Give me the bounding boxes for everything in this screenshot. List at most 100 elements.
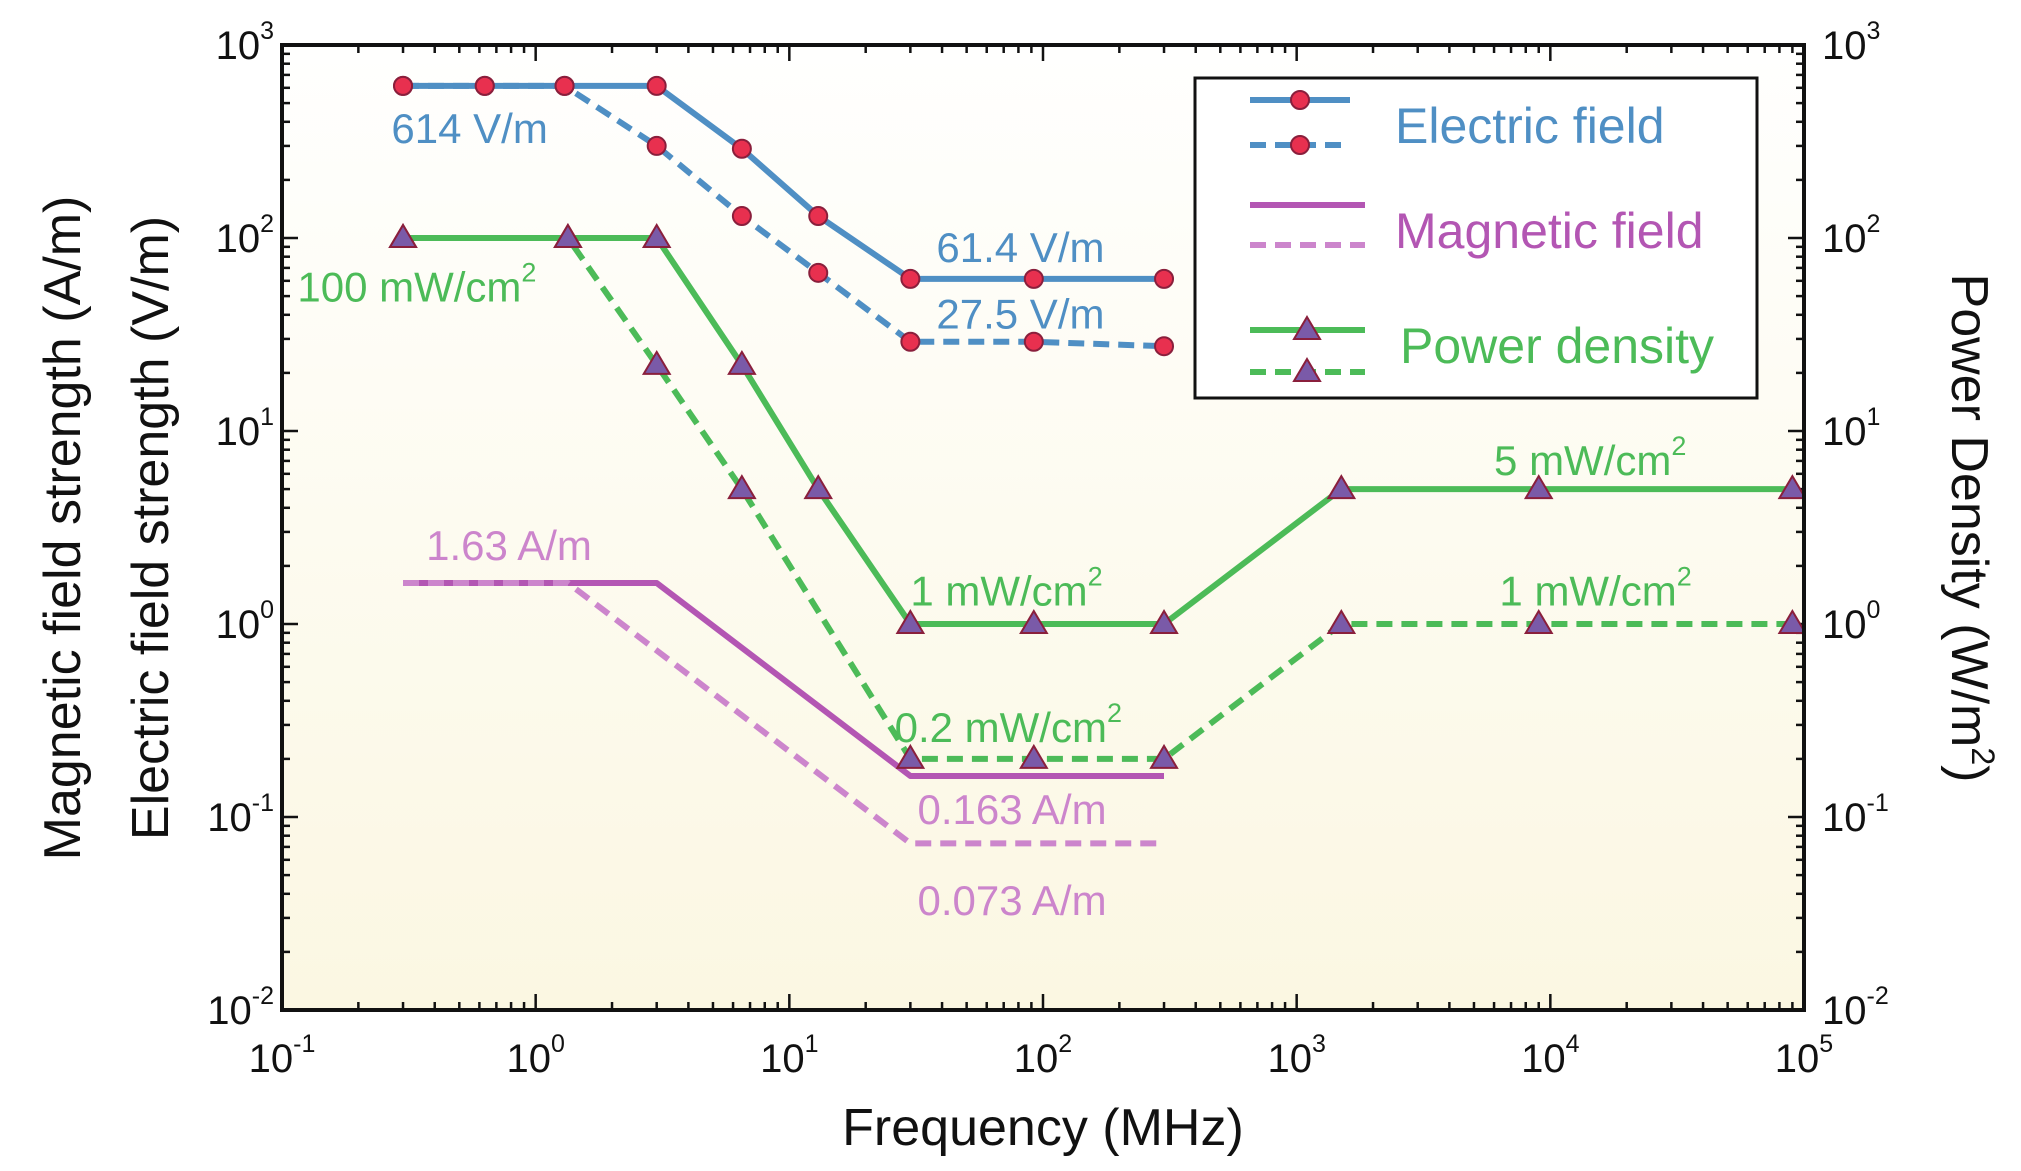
legend-entry-power-density: Power density	[1250, 315, 1714, 382]
legend-box	[1193, 76, 1759, 400]
y-tick-label-right: 102	[1822, 210, 1880, 261]
x-tick-label-exp: 4	[1566, 1030, 1580, 1058]
x-tick-label-exp: -1	[293, 1030, 315, 1058]
legend-power-solid-marker	[1292, 315, 1322, 340]
electric-dashed-marker	[1023, 331, 1044, 352]
annotation-text: 0.073 A/m	[917, 877, 1106, 924]
x-tick-label-base: 10	[1775, 1037, 1820, 1081]
y-tick-label-left-base: 10	[216, 24, 261, 68]
power-dashed-marker	[388, 223, 418, 248]
annotation-text: 100 mW/cm	[297, 263, 521, 310]
y-tick-label-left: 10-2	[207, 982, 274, 1033]
y-tick-label-right-base: 10	[1822, 410, 1867, 454]
legend-magnetic-field-label: Magnetic field	[1395, 203, 1704, 259]
annotation-label: 27.5 V/m	[936, 290, 1104, 337]
power-solid-marker	[1019, 609, 1049, 634]
power-dashed-marker	[641, 349, 672, 375]
electric-solid-marker	[1154, 268, 1175, 289]
annotation-text: 1 mW/cm	[910, 567, 1087, 614]
series-layer	[388, 75, 1804, 847]
y-tick-label-left: 102	[216, 210, 274, 261]
electric-dashed-marker	[646, 135, 667, 156]
x-tick-label-exp: 2	[1058, 1030, 1072, 1058]
x-axis-label: Frequency (MHz)	[842, 1099, 1244, 1157]
legend-electric-dashed-marker	[1290, 135, 1310, 155]
annotation-label: 1.63 A/m	[426, 522, 592, 569]
y-tick-label-right: 100	[1822, 596, 1880, 647]
x-tick-label-base: 10	[1014, 1037, 1059, 1081]
plot-frame	[280, 43, 1806, 1012]
x-tick-label-exp: 5	[1819, 1030, 1833, 1058]
power-dashed-marker	[1523, 609, 1554, 634]
y-tick-label-right: 10-1	[1822, 789, 1889, 840]
legend-electric-solid-marker	[1290, 90, 1310, 110]
y-tick-label-right: 10-2	[1822, 982, 1889, 1033]
electric-dashed-marker	[808, 262, 829, 283]
x-tick-label-base: 10	[506, 1037, 551, 1081]
y-axis-label-power-density-close: )	[1940, 765, 1998, 782]
annotation-sup: 2	[1107, 698, 1122, 728]
y-tick-label-left-base: 10	[216, 603, 261, 647]
annotation-text: 1.63 A/m	[426, 522, 592, 569]
x-tick-label-exp: 1	[805, 1030, 819, 1058]
electric-solid-marker	[731, 138, 752, 159]
y-tick-label-right: 103	[1822, 17, 1880, 68]
y-tick-label-right-exp: 2	[1867, 210, 1881, 238]
legend-entry-electric-field: Electric field	[1250, 90, 1665, 155]
y-axis-label-electric: Electric field strength (V/m)	[122, 216, 180, 840]
x-tick-label: 10-1	[249, 1030, 316, 1081]
y-tick-label-left-base: 10	[216, 217, 261, 261]
x-tick-label-base: 10	[249, 1037, 294, 1081]
x-tick-label-base: 10	[1521, 1037, 1566, 1081]
y-tick-label-right-base: 10	[1822, 989, 1867, 1033]
y-tick-label-right-base: 10	[1822, 603, 1867, 647]
annotation-text: 0.163 A/m	[917, 786, 1106, 833]
x-tick-label-base: 10	[1267, 1037, 1312, 1081]
legend: Electric field Magnetic field Power dens…	[1193, 76, 1759, 400]
power-dashed-line	[403, 235, 1793, 762]
x-tick-label: 102	[1014, 1030, 1072, 1081]
x-tick-label-exp: 3	[1312, 1030, 1326, 1058]
y-tick-label-right-exp: -2	[1867, 982, 1889, 1010]
annotation-label: 61.4 V/m	[936, 224, 1104, 271]
y-tick-label-left-exp: 2	[260, 210, 274, 238]
power-dashed-marker	[1326, 609, 1357, 634]
annotation-sup: 2	[521, 257, 536, 287]
annotation-label: 1 mW/cm2	[910, 561, 1102, 614]
y-tick-label-right-exp: 1	[1867, 403, 1881, 431]
y-tick-label-left: 100	[216, 596, 274, 647]
electric-solid-marker	[900, 268, 921, 289]
annotation-text: 5 mW/cm	[1494, 437, 1671, 484]
power-solid-marker	[803, 474, 833, 500]
y-tick-label-left-exp: -1	[252, 789, 274, 817]
magnetic-dashed-line	[403, 580, 1164, 847]
power-solid-marker	[1326, 474, 1357, 500]
y-tick-label-right: 101	[1822, 403, 1880, 454]
y-axis-label-magnetic: Magnetic field strength (A/m)	[34, 196, 92, 861]
annotation-text: 27.5 V/m	[936, 290, 1104, 337]
legend-electric-field-label: Electric field	[1395, 98, 1665, 154]
annotation-text: 1 mW/cm	[1499, 567, 1676, 614]
y-tick-label-right-exp: 3	[1867, 17, 1881, 45]
power-dashed-marker	[1149, 743, 1179, 769]
power-solid-marker	[1149, 609, 1179, 634]
y-tick-label-left: 10-1	[207, 789, 274, 840]
y-tick-label-left-exp: 0	[260, 596, 274, 624]
x-tick-label: 103	[1267, 1030, 1325, 1081]
electric-dashed-marker	[554, 75, 575, 96]
legend-entry-magnetic-field: Magnetic field	[1250, 202, 1704, 259]
annotation-text: 61.4 V/m	[936, 224, 1104, 271]
annotation-label: 1 mW/cm2	[1499, 561, 1691, 614]
power-solid-marker	[727, 349, 757, 375]
power-dashed-marker	[1777, 609, 1804, 634]
y-axis-label-power-density-sup: 2	[1965, 747, 2001, 765]
y-tick-label-right-base: 10	[1822, 217, 1867, 261]
annotation-label: 5 mW/cm2	[1494, 431, 1686, 484]
y-tick-label-left-base: 10	[216, 410, 261, 454]
legend-power-dashed-marker	[1292, 357, 1322, 382]
y-tick-label-left-exp: -2	[252, 982, 274, 1010]
y-axis-label-power-density-main: Power Density (W/m	[1940, 274, 1998, 748]
